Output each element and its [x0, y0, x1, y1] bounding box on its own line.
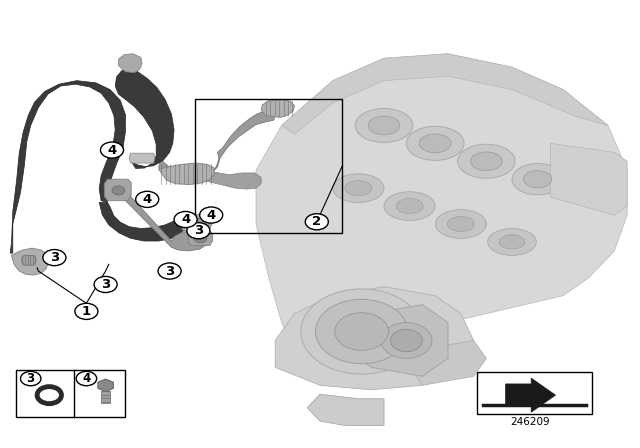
Text: 3: 3: [165, 264, 174, 278]
Circle shape: [301, 289, 422, 374]
Polygon shape: [99, 202, 188, 241]
Polygon shape: [307, 394, 384, 426]
Ellipse shape: [435, 210, 486, 238]
Circle shape: [158, 263, 181, 279]
Ellipse shape: [524, 171, 552, 188]
Circle shape: [381, 323, 432, 358]
Polygon shape: [108, 188, 210, 251]
Ellipse shape: [345, 181, 372, 196]
Text: 1: 1: [82, 305, 91, 318]
Polygon shape: [188, 231, 212, 246]
Bar: [195, 99, 342, 233]
Circle shape: [100, 142, 124, 158]
Polygon shape: [410, 340, 486, 385]
Circle shape: [200, 207, 223, 223]
Polygon shape: [282, 54, 608, 134]
Circle shape: [305, 214, 328, 230]
Text: 2: 2: [312, 215, 321, 228]
Polygon shape: [129, 153, 155, 163]
Circle shape: [316, 299, 408, 364]
Circle shape: [43, 250, 66, 266]
Polygon shape: [256, 54, 627, 358]
Polygon shape: [275, 287, 474, 390]
Bar: [16, 370, 125, 417]
Text: 3: 3: [194, 224, 203, 237]
Ellipse shape: [470, 152, 502, 171]
Circle shape: [112, 186, 125, 195]
Text: 4: 4: [181, 213, 190, 226]
Circle shape: [390, 329, 422, 352]
Polygon shape: [22, 255, 36, 265]
Ellipse shape: [333, 174, 384, 202]
Text: 3: 3: [101, 278, 110, 291]
Circle shape: [75, 303, 98, 319]
Circle shape: [20, 371, 41, 386]
Text: 4: 4: [108, 143, 116, 157]
Circle shape: [136, 191, 159, 207]
Polygon shape: [179, 214, 212, 233]
Text: 246209: 246209: [510, 418, 550, 427]
Polygon shape: [115, 68, 174, 168]
Ellipse shape: [447, 216, 474, 232]
Ellipse shape: [396, 198, 423, 214]
Polygon shape: [550, 143, 627, 215]
Polygon shape: [261, 99, 294, 117]
Polygon shape: [98, 379, 113, 392]
Text: 4: 4: [143, 193, 152, 206]
Text: 4: 4: [207, 208, 216, 222]
Ellipse shape: [512, 164, 563, 195]
Polygon shape: [12, 248, 49, 275]
Polygon shape: [10, 81, 125, 253]
Ellipse shape: [488, 228, 536, 255]
Circle shape: [174, 211, 197, 228]
Polygon shape: [159, 111, 275, 184]
Polygon shape: [183, 219, 210, 228]
Polygon shape: [346, 305, 448, 376]
Polygon shape: [159, 163, 214, 185]
Circle shape: [76, 371, 97, 386]
Circle shape: [335, 313, 388, 350]
Polygon shape: [506, 378, 556, 412]
Circle shape: [194, 234, 207, 243]
Ellipse shape: [368, 116, 400, 135]
Text: 3: 3: [50, 251, 59, 264]
Bar: [477, 372, 592, 414]
Circle shape: [94, 276, 117, 293]
Polygon shape: [104, 179, 131, 201]
Circle shape: [187, 223, 210, 239]
Ellipse shape: [355, 108, 413, 142]
Polygon shape: [101, 391, 110, 403]
Ellipse shape: [499, 235, 525, 249]
Ellipse shape: [406, 126, 464, 160]
Ellipse shape: [458, 144, 515, 178]
Ellipse shape: [419, 134, 451, 153]
Polygon shape: [198, 170, 261, 189]
Ellipse shape: [384, 192, 435, 220]
Text: 3: 3: [27, 372, 35, 385]
Text: 4: 4: [83, 372, 90, 385]
Polygon shape: [118, 54, 142, 73]
